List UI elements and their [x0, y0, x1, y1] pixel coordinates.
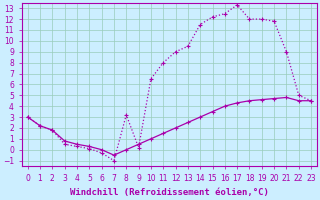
- X-axis label: Windchill (Refroidissement éolien,°C): Windchill (Refroidissement éolien,°C): [70, 188, 269, 197]
